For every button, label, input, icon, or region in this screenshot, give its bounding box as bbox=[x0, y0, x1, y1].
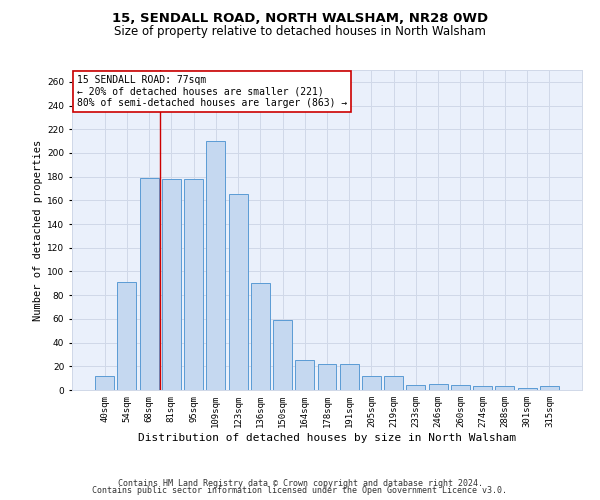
Bar bbox=[496, 386, 514, 390]
Bar bbox=[406, 386, 425, 390]
Bar bbox=[95, 376, 114, 390]
Bar bbox=[473, 386, 492, 390]
X-axis label: Distribution of detached houses by size in North Walsham: Distribution of detached houses by size … bbox=[138, 432, 516, 442]
Bar bbox=[429, 384, 448, 390]
Bar bbox=[540, 386, 559, 390]
Bar bbox=[184, 179, 203, 390]
Bar bbox=[273, 320, 292, 390]
Bar bbox=[518, 388, 536, 390]
Y-axis label: Number of detached properties: Number of detached properties bbox=[33, 140, 43, 320]
Bar bbox=[295, 360, 314, 390]
Text: 15 SENDALL ROAD: 77sqm
← 20% of detached houses are smaller (221)
80% of semi-de: 15 SENDALL ROAD: 77sqm ← 20% of detached… bbox=[77, 75, 347, 108]
Bar bbox=[451, 386, 470, 390]
Text: Contains HM Land Registry data © Crown copyright and database right 2024.: Contains HM Land Registry data © Crown c… bbox=[118, 478, 482, 488]
Bar bbox=[251, 284, 270, 390]
Bar bbox=[140, 178, 158, 390]
Bar bbox=[162, 179, 181, 390]
Text: Size of property relative to detached houses in North Walsham: Size of property relative to detached ho… bbox=[114, 25, 486, 38]
Bar bbox=[340, 364, 359, 390]
Bar bbox=[206, 141, 225, 390]
Bar bbox=[118, 282, 136, 390]
Text: 15, SENDALL ROAD, NORTH WALSHAM, NR28 0WD: 15, SENDALL ROAD, NORTH WALSHAM, NR28 0W… bbox=[112, 12, 488, 26]
Bar bbox=[229, 194, 248, 390]
Bar bbox=[362, 376, 381, 390]
Bar bbox=[317, 364, 337, 390]
Bar bbox=[384, 376, 403, 390]
Text: Contains public sector information licensed under the Open Government Licence v3: Contains public sector information licen… bbox=[92, 486, 508, 495]
